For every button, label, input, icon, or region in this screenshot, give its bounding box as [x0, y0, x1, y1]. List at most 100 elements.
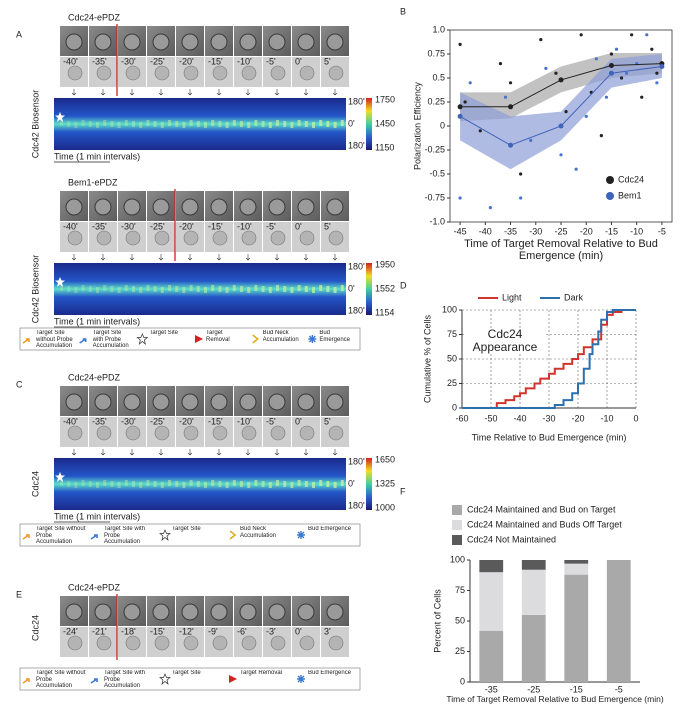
- kymo-spot: [211, 285, 215, 291]
- kymo-spot: [67, 481, 71, 487]
- kymo-spot: [182, 122, 186, 128]
- cell: [152, 393, 170, 411]
- frame-arrow: [71, 449, 77, 456]
- kymograph: [54, 458, 346, 510]
- legend-label-box: Target Site without Probe Accumulation: [36, 330, 73, 349]
- kymo-spot: [132, 481, 135, 487]
- cell: [65, 603, 83, 621]
- kymo-spot: [182, 287, 186, 293]
- frame-time: -40': [63, 416, 78, 426]
- scatter-point: [624, 71, 629, 75]
- kymo-spot: [204, 287, 207, 293]
- scatter-point: [559, 153, 563, 157]
- legend-label: Bud Emergence: [319, 330, 351, 343]
- kymo-spot: [268, 122, 272, 128]
- cell-signal: [299, 65, 315, 81]
- kymo-spot: [326, 481, 330, 487]
- cell: [94, 33, 112, 51]
- frame-time: -25': [150, 416, 165, 426]
- kymo-spot: [196, 121, 200, 127]
- cell-signal: [67, 65, 83, 81]
- cell-signal: [299, 230, 315, 246]
- legend-label: Target Removal: [240, 670, 283, 676]
- legend-star: [136, 333, 149, 345]
- frame-arrow: [274, 89, 280, 96]
- kymo-spot: [297, 285, 301, 291]
- cell-signal: [125, 635, 141, 651]
- legend-arrow: [90, 678, 98, 684]
- kymo-spot: [124, 480, 128, 486]
- kymo-spot: [168, 285, 171, 291]
- mean-point: [457, 104, 463, 110]
- bar-segment: [479, 560, 504, 573]
- legend-triangle: [195, 335, 203, 343]
- kymo-spot: [319, 120, 323, 126]
- panel-letter: E: [16, 589, 22, 599]
- y-axis-label: Cdc42 Biosensor: [30, 90, 40, 159]
- kymo-spot: [168, 480, 171, 486]
- cell-signal: [212, 425, 228, 441]
- kymo-spot: [160, 122, 164, 128]
- kymo-spot: [340, 285, 344, 291]
- frame-time: -25': [150, 56, 165, 66]
- kymo-spot: [247, 122, 251, 128]
- frame-time: -9': [208, 626, 218, 636]
- colorbar-tick: 1950: [375, 259, 395, 269]
- kymo-spot: [117, 482, 121, 488]
- legend-arrow: [22, 534, 30, 540]
- mean-point: [558, 77, 564, 83]
- kymo-spot: [268, 287, 272, 293]
- scatter-point: [554, 71, 558, 75]
- y-tick-label: 75: [455, 585, 465, 595]
- kymo-spot: [139, 287, 143, 293]
- y-tick-label: -0.75: [424, 192, 445, 202]
- kymo-spot: [88, 121, 92, 127]
- x-axis-label: Time (1 min intervals): [54, 316, 140, 326]
- frame-time: -25': [150, 221, 165, 231]
- kymo-spot: [333, 482, 337, 488]
- kymo-spot: [96, 482, 99, 488]
- kymo-spot: [319, 480, 323, 486]
- cell-signal: [270, 230, 286, 246]
- legend-label: Cdc24 Maintained and Buds Off Target: [467, 519, 622, 529]
- cell: [326, 393, 344, 411]
- scatter-point: [574, 167, 578, 171]
- legend-label-box: Target Site with Probe Accumulation: [104, 526, 145, 545]
- cell-signal: [125, 65, 141, 81]
- x-axis-label: Time Relative to Bud Emergence (min): [472, 432, 627, 442]
- y-axis-label: Polarization Efficiency: [412, 82, 422, 170]
- kymo-spot: [81, 480, 85, 486]
- frame-arrow: [332, 254, 338, 261]
- kymo-spot: [60, 285, 63, 291]
- y-tick-label: 0: [460, 676, 465, 686]
- bar-segment: [521, 560, 546, 570]
- kymo-label: 180': [348, 456, 365, 466]
- kymo-spot: [103, 120, 107, 126]
- legend-label: Cdc24: [618, 174, 644, 184]
- frame-time: -30': [121, 56, 136, 66]
- kymo-spot: [261, 121, 265, 127]
- x-tick-label: -20: [580, 226, 593, 236]
- kymo-spot: [81, 120, 85, 126]
- kymo-spot: [146, 120, 150, 126]
- x-tick-label: -25: [554, 226, 567, 236]
- frame-time: -6': [237, 626, 247, 636]
- legend-label-box: Target Site with Probe Accumulation: [104, 670, 145, 689]
- kymo-spot: [153, 481, 157, 487]
- x-axis-label: Time (1 min intervals): [54, 511, 140, 521]
- frame-arrow: [187, 254, 193, 261]
- frame-time: -15': [208, 416, 223, 426]
- frame-arrow: [100, 254, 106, 261]
- kymo-spot: [290, 122, 294, 128]
- scatter-point: [458, 42, 462, 47]
- kymo-spot: [132, 121, 135, 127]
- frame-arrow: [303, 89, 309, 96]
- scatter-point: [519, 172, 523, 176]
- cell: [123, 603, 141, 621]
- legend-label-box: Bud Emergence: [308, 670, 351, 676]
- kymo-spot: [67, 121, 71, 127]
- legend-label-box: Target Site with Probe Accumulation: [93, 330, 129, 349]
- frame-time: -5': [266, 56, 276, 66]
- kymo-spot: [168, 120, 171, 126]
- cell: [152, 198, 170, 216]
